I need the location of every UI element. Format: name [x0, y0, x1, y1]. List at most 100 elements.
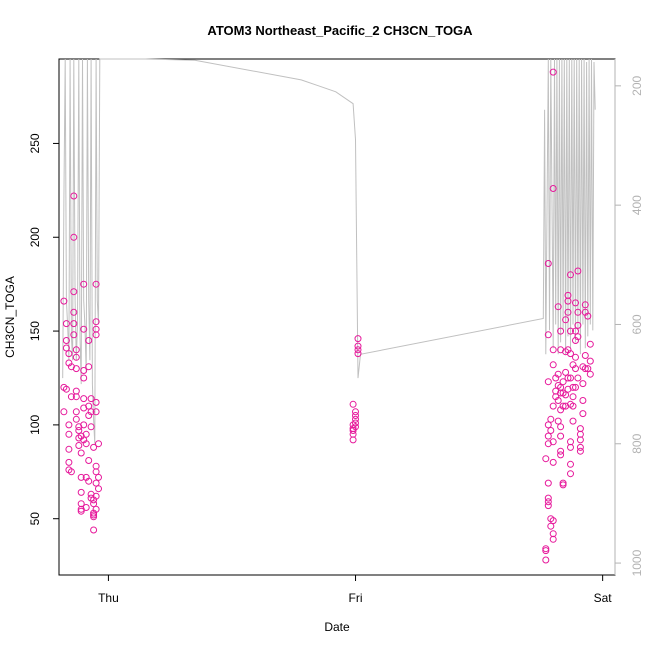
data-point	[72, 353, 80, 361]
data-point	[354, 342, 362, 350]
data-point	[557, 327, 565, 335]
data-point	[62, 320, 70, 328]
data-point	[354, 346, 362, 354]
data-point	[579, 410, 587, 418]
data-point	[77, 473, 85, 481]
data-point	[85, 457, 93, 464]
y-tick-label: 250	[28, 133, 42, 153]
x-tick-label: Sat	[594, 591, 613, 605]
data-point	[549, 68, 557, 76]
data-point	[77, 507, 85, 515]
data-point	[65, 430, 73, 438]
data-point	[581, 301, 589, 309]
data-point	[569, 402, 577, 410]
data-point	[354, 335, 362, 343]
data-point	[70, 192, 78, 200]
data-point	[80, 325, 88, 333]
data-point	[547, 427, 555, 434]
data-point	[544, 260, 552, 267]
data-point	[354, 350, 362, 358]
data-point	[586, 340, 594, 348]
data-point	[352, 415, 359, 423]
data-point	[549, 535, 557, 543]
data-point	[349, 427, 357, 434]
data-point	[576, 443, 584, 451]
data-point	[562, 402, 570, 410]
data-point	[567, 327, 574, 335]
data-point	[586, 357, 594, 365]
data-point	[557, 423, 565, 431]
data-point	[90, 500, 98, 508]
data-point	[67, 393, 75, 401]
data-point	[80, 421, 88, 429]
data-point	[65, 350, 73, 358]
data-point	[65, 458, 73, 466]
data-point	[82, 440, 90, 448]
data-point	[92, 331, 100, 339]
data-point	[92, 318, 100, 326]
chart-title: ATOM3 Northeast_Pacific_2 CH3CN_TOGA	[207, 23, 473, 38]
data-point	[574, 321, 582, 329]
data-point	[549, 402, 557, 410]
data-point	[92, 408, 100, 416]
data-point	[564, 308, 572, 316]
data-point	[572, 365, 579, 373]
data-point	[70, 233, 78, 241]
data-point	[544, 378, 552, 386]
data-point	[352, 423, 359, 431]
data-point	[544, 494, 552, 502]
data-point	[542, 455, 550, 463]
data-point	[574, 308, 582, 316]
data-point	[572, 383, 579, 391]
data-point	[584, 312, 592, 320]
data-point	[544, 421, 552, 429]
data-point	[92, 479, 100, 487]
data-point	[82, 430, 90, 438]
data-point	[77, 449, 85, 457]
data-point	[90, 443, 98, 451]
data-point	[80, 374, 88, 382]
data-point	[572, 337, 579, 344]
data-point	[67, 468, 75, 476]
data-point	[70, 331, 78, 339]
data-point	[567, 443, 574, 451]
data-point	[569, 383, 577, 391]
data-point	[82, 504, 90, 511]
data-point	[562, 316, 570, 324]
data-point	[72, 408, 80, 416]
altitude-line	[62, 58, 596, 444]
data-point	[77, 488, 85, 496]
axes-layer: Thu Fri Sat 50 100 150 200 250 200 400 600 800 1000	[28, 76, 644, 605]
data-point	[542, 547, 550, 555]
data-point	[554, 303, 562, 311]
data-point	[90, 526, 98, 534]
data-point	[549, 361, 557, 369]
data-point	[542, 545, 550, 553]
data-point	[574, 267, 582, 275]
data-point	[579, 380, 587, 388]
y-tick-label: 150	[28, 321, 42, 341]
data-point	[95, 473, 102, 481]
data-point	[62, 385, 70, 393]
y-axis-label: CH3CN_TOGA	[3, 276, 17, 358]
data-point	[75, 427, 83, 434]
data-point	[557, 451, 565, 459]
data-point	[544, 479, 552, 487]
data-point	[554, 397, 562, 404]
data-point	[542, 556, 550, 564]
data-point	[554, 370, 562, 378]
data-point	[544, 502, 552, 510]
data-point	[70, 308, 78, 316]
data-point	[90, 513, 98, 521]
data-point	[567, 470, 574, 478]
data-point	[544, 498, 552, 506]
data-point	[80, 367, 88, 374]
data-point	[85, 412, 93, 419]
data-point	[87, 408, 95, 416]
data-point	[70, 320, 78, 328]
data-point	[567, 350, 574, 358]
data-point	[60, 408, 68, 416]
data-point	[92, 505, 100, 513]
data-point	[352, 419, 359, 427]
data-point	[547, 522, 555, 530]
